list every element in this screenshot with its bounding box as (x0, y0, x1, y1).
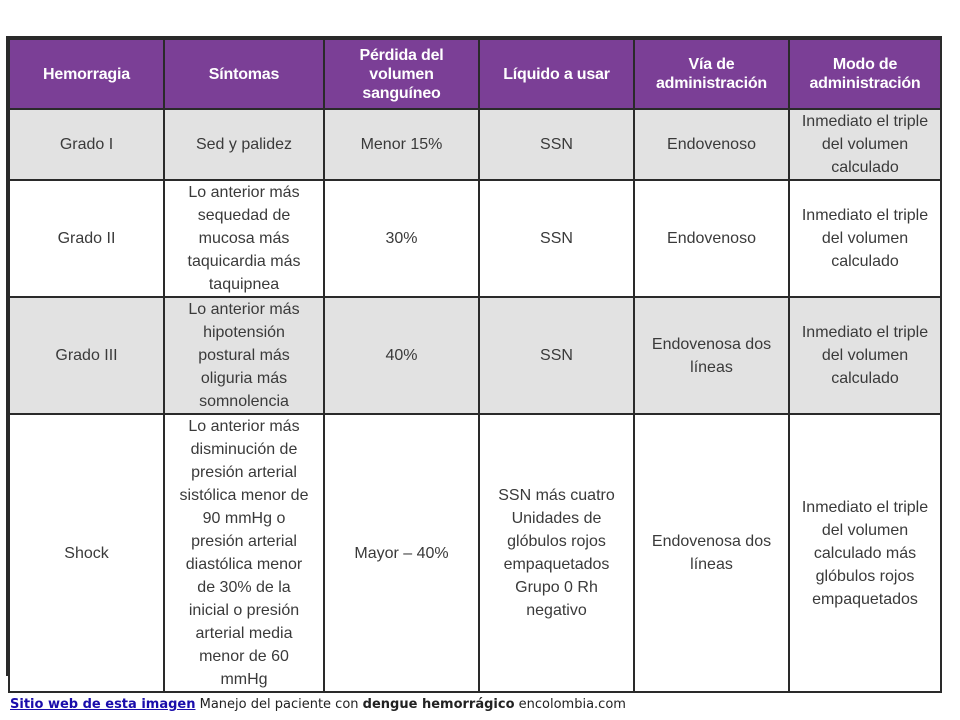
cell-sintomas: Lo anterior más disminución de presión a… (163, 413, 325, 693)
cell-sintomas: Lo anterior más sequedad de mucosa más t… (163, 179, 325, 298)
cell-hemorragia: Shock (8, 413, 165, 693)
header-perdida-volumen: Pérdida del volumen sanguíneo (323, 38, 480, 110)
caption-text: Manejo del paciente con (199, 697, 359, 712)
cell-liquido: SSN (478, 108, 635, 181)
header-hemorragia: Hemorragia (8, 38, 165, 110)
cell-modo: Inmediato el triple del volumen calculad… (788, 179, 942, 298)
cell-liquido: SSN más cuatro Unidades de glóbulos rojo… (478, 413, 635, 693)
cell-via: Endovenosa dos líneas (633, 413, 790, 693)
cell-hemorragia: Grado II (8, 179, 165, 298)
table-row: Shock Lo anterior más disminución de pre… (8, 413, 942, 693)
cell-perdida: Menor 15% (323, 108, 480, 181)
cell-perdida: 40% (323, 296, 480, 415)
table-row: Grado I Sed y palidez Menor 15% SSN Endo… (8, 108, 942, 181)
cell-via: Endovenoso (633, 179, 790, 298)
header-liquido: Líquido a usar (478, 38, 635, 110)
caption-source: encolombia.com (518, 697, 626, 712)
caption-bold-topic: dengue hemorrágico (362, 697, 515, 712)
cell-sintomas: Lo anterior más hipotensión postural más… (163, 296, 325, 415)
table-header-row: Hemorragia Síntomas Pérdida del volumen … (8, 38, 942, 110)
cell-perdida: 30% (323, 179, 480, 298)
cell-hemorragia: Grado III (8, 296, 165, 415)
table-row: Grado II Lo anterior más sequedad de muc… (8, 179, 942, 298)
header-modo-administracion: Modo de administración (788, 38, 942, 110)
header-sintomas: Síntomas (163, 38, 325, 110)
cell-via: Endovenoso (633, 108, 790, 181)
dengue-management-table: Hemorragia Síntomas Pérdida del volumen … (8, 38, 942, 693)
image-website-link[interactable]: Sitio web de esta imagen (10, 697, 196, 712)
cell-perdida: Mayor – 40% (323, 413, 480, 693)
cell-liquido: SSN (478, 296, 635, 415)
cell-modo: Inmediato el triple del volumen calculad… (788, 413, 942, 693)
image-caption: Sitio web de esta imagen Manejo del paci… (10, 697, 626, 712)
cell-via: Endovenosa dos líneas (633, 296, 790, 415)
table-row: Grado III Lo anterior más hipotensión po… (8, 296, 942, 415)
dengue-management-table-frame: Hemorragia Síntomas Pérdida del volumen … (6, 36, 942, 693)
cell-sintomas: Sed y palidez (163, 108, 325, 181)
cell-hemorragia: Grado I (8, 108, 165, 181)
cell-modo: Inmediato el triple del volumen calculad… (788, 296, 942, 415)
cell-modo: Inmediato el triple del volumen calculad… (788, 108, 942, 181)
cell-liquido: SSN (478, 179, 635, 298)
header-via-administracion: Vía de administración (633, 38, 790, 110)
